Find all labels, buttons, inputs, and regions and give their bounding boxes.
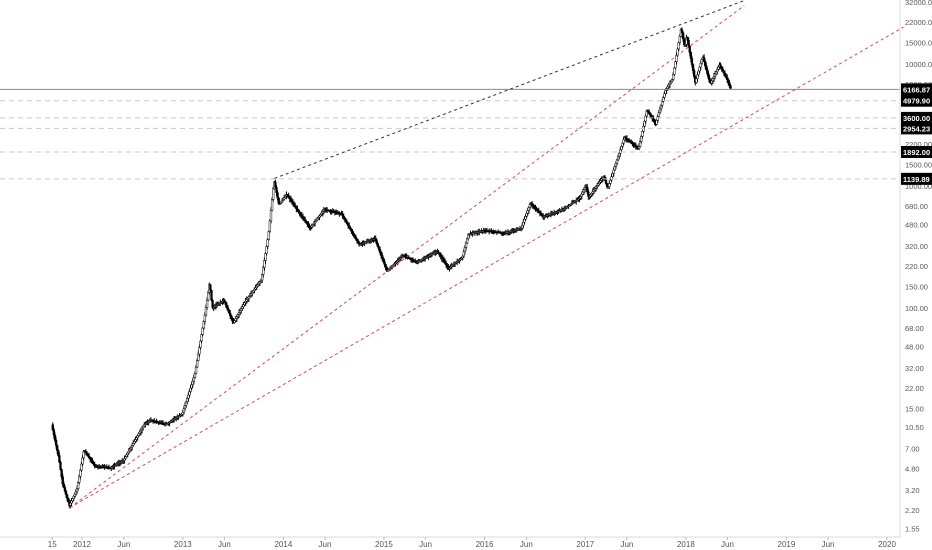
time-tick-label: Jun xyxy=(319,540,332,549)
candle-body xyxy=(209,284,212,291)
price-tick-label: 48.00 xyxy=(905,343,924,352)
candle-body xyxy=(729,85,732,89)
time-tick-label: 2016 xyxy=(476,540,494,549)
time-tick-label: 2013 xyxy=(174,540,192,549)
candle-body xyxy=(59,462,62,470)
price-level-badge xyxy=(901,145,932,158)
price-tick-label: 2200.00 xyxy=(905,140,932,149)
time-tick-label: Jun xyxy=(620,540,633,549)
price-tick-label: 480.00 xyxy=(905,221,928,230)
price-level-label: 6166.87 xyxy=(903,85,930,94)
price-axis[interactable]: 1.55 2.20 3.20 4.80 7.00 10.50 15.00 22.00 32.00… xyxy=(905,0,932,534)
price-level-badge xyxy=(901,122,932,135)
price-tick-label: 7.00 xyxy=(905,445,920,454)
trendlines-layer xyxy=(69,0,904,509)
price-tick-label: 10.50 xyxy=(905,423,924,432)
price-tick-label: 22.00 xyxy=(905,384,924,393)
price-tick-label: 220.00 xyxy=(905,262,928,271)
price-level-label: 1892.00 xyxy=(903,148,930,157)
price-levels-layer xyxy=(0,88,900,180)
time-tick-label: Jun xyxy=(822,540,835,549)
time-tick-label: 2015 xyxy=(375,540,393,549)
price-tick-label: 320.00 xyxy=(905,242,928,251)
time-tick-label: 2014 xyxy=(274,540,292,549)
candle-body xyxy=(272,188,275,200)
price-tick-label: 100.00 xyxy=(905,304,928,313)
time-tick-label: Jun xyxy=(721,540,734,549)
time-tick-label: 2017 xyxy=(576,540,594,549)
trendline[interactable] xyxy=(69,5,745,509)
price-level-label: 3600.00 xyxy=(903,114,930,123)
trendline[interactable] xyxy=(69,26,904,509)
price-tick-label: 22000.00 xyxy=(905,18,932,27)
price-tick-label: 150.00 xyxy=(905,282,928,291)
time-tick-label: Jun xyxy=(520,540,533,549)
price-level-badge xyxy=(901,83,932,96)
time-tick-label: 2020 xyxy=(878,540,896,549)
price-tick-label: 2.20 xyxy=(905,506,920,515)
time-tick-label: 2019 xyxy=(778,540,796,549)
time-tick-label: Jun xyxy=(419,540,432,549)
time-tick-label: Jun xyxy=(117,540,130,549)
price-tick-label: 15000.00 xyxy=(905,38,932,47)
time-tick-label: Jun xyxy=(218,540,231,549)
time-tick-label: 2018 xyxy=(677,540,695,549)
price-tick-label: 1500.00 xyxy=(905,160,932,169)
candles-layer xyxy=(51,27,732,509)
price-tick-label: 1.55 xyxy=(905,525,920,534)
time-axis[interactable]: 15 2012 Jun 2013 Jun 2014 Jun 2015 Jun 2016 Jun 201… xyxy=(48,537,897,549)
price-tick-label: 10000.00 xyxy=(905,60,932,69)
price-tick-label: 4.80 xyxy=(905,465,920,474)
price-tick-label: 15.00 xyxy=(905,404,924,413)
candle-body xyxy=(266,239,269,247)
price-tick-label: 32.00 xyxy=(905,364,924,373)
price-level-label: 1139.89 xyxy=(903,175,930,184)
price-level-badge xyxy=(901,111,932,124)
time-tick-label: 15 xyxy=(48,540,57,549)
price-tick-label: 68.00 xyxy=(905,324,924,333)
candle-body xyxy=(196,360,199,368)
time-tick-label: 2012 xyxy=(73,540,91,549)
price-level-label: 2954.23 xyxy=(903,124,930,133)
price-tick-label: 3.20 xyxy=(905,486,920,495)
price-level-badge xyxy=(901,172,932,185)
candle-body xyxy=(194,366,198,374)
price-level-badge xyxy=(901,94,932,107)
price-tick-label: 680.00 xyxy=(905,202,928,211)
candle-body xyxy=(269,209,273,222)
price-level-label: 4979.90 xyxy=(903,97,930,106)
price-tick-label: 32000.00 xyxy=(905,0,932,7)
price-tick-label: 1000.00 xyxy=(905,182,932,191)
